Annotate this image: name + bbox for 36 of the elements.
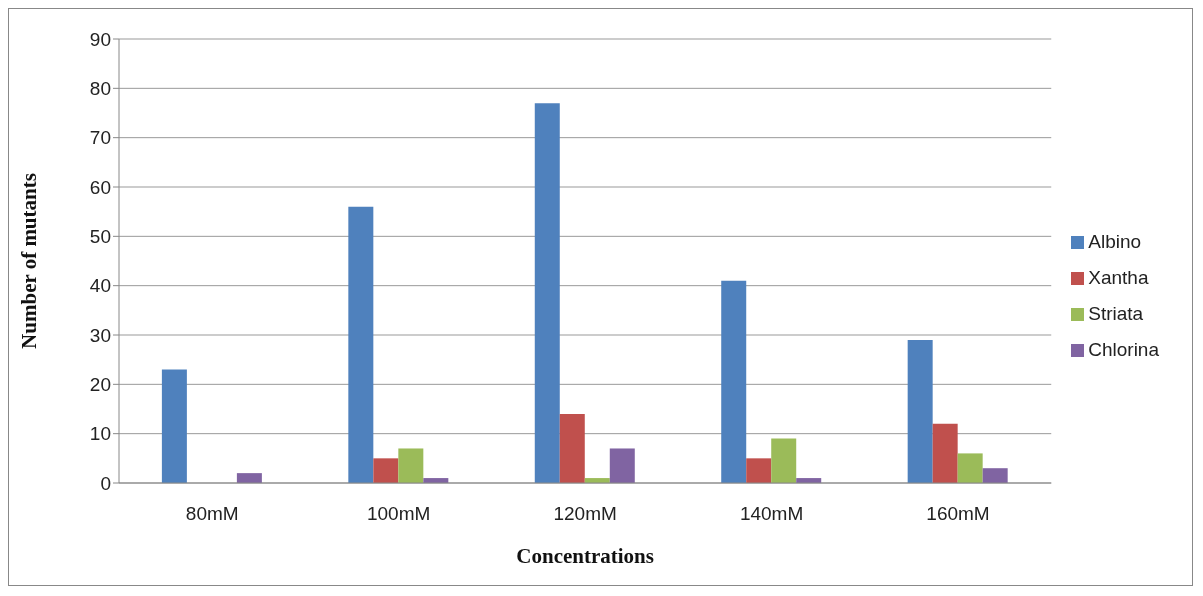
y-tick-label: 50 [89,226,111,248]
x-axis-title: Concentrations [516,544,654,568]
legend-label: Albino [1088,231,1142,252]
x-tick-label: 140mM [739,503,804,525]
bar [932,423,958,483]
bar [771,438,797,483]
bar [957,453,983,483]
bar [907,339,933,483]
legend-label: Chlorina [1088,339,1159,360]
bar [746,458,772,483]
bar [373,458,399,483]
y-axis-title: Number of mutants [17,173,42,349]
x-tick-label: 160mM [926,503,990,525]
x-tick-label: 80mM [185,503,239,525]
y-tick-label: 70 [89,127,111,149]
y-tick-label: 40 [89,275,111,297]
bar [161,369,187,483]
y-tick-label: 10 [89,423,111,445]
x-tick-label: 100mM [366,503,431,525]
bar [559,413,585,483]
y-tick-label: 90 [89,28,111,50]
bar [236,473,262,483]
legend-label: Striata [1088,303,1144,324]
y-tick-label: 0 [100,472,111,494]
y-tick-label: 60 [89,176,111,198]
bar [982,468,1008,483]
bar [348,206,374,483]
y-tick-label: 80 [89,78,111,100]
bar [534,103,560,483]
x-tick-label: 120mM [553,503,617,525]
bar [398,448,424,483]
bar [609,448,635,483]
bar [721,280,747,483]
y-tick-label: 30 [89,324,111,346]
y-tick-label: 20 [89,374,111,396]
legend-label: Xantha [1088,267,1149,288]
